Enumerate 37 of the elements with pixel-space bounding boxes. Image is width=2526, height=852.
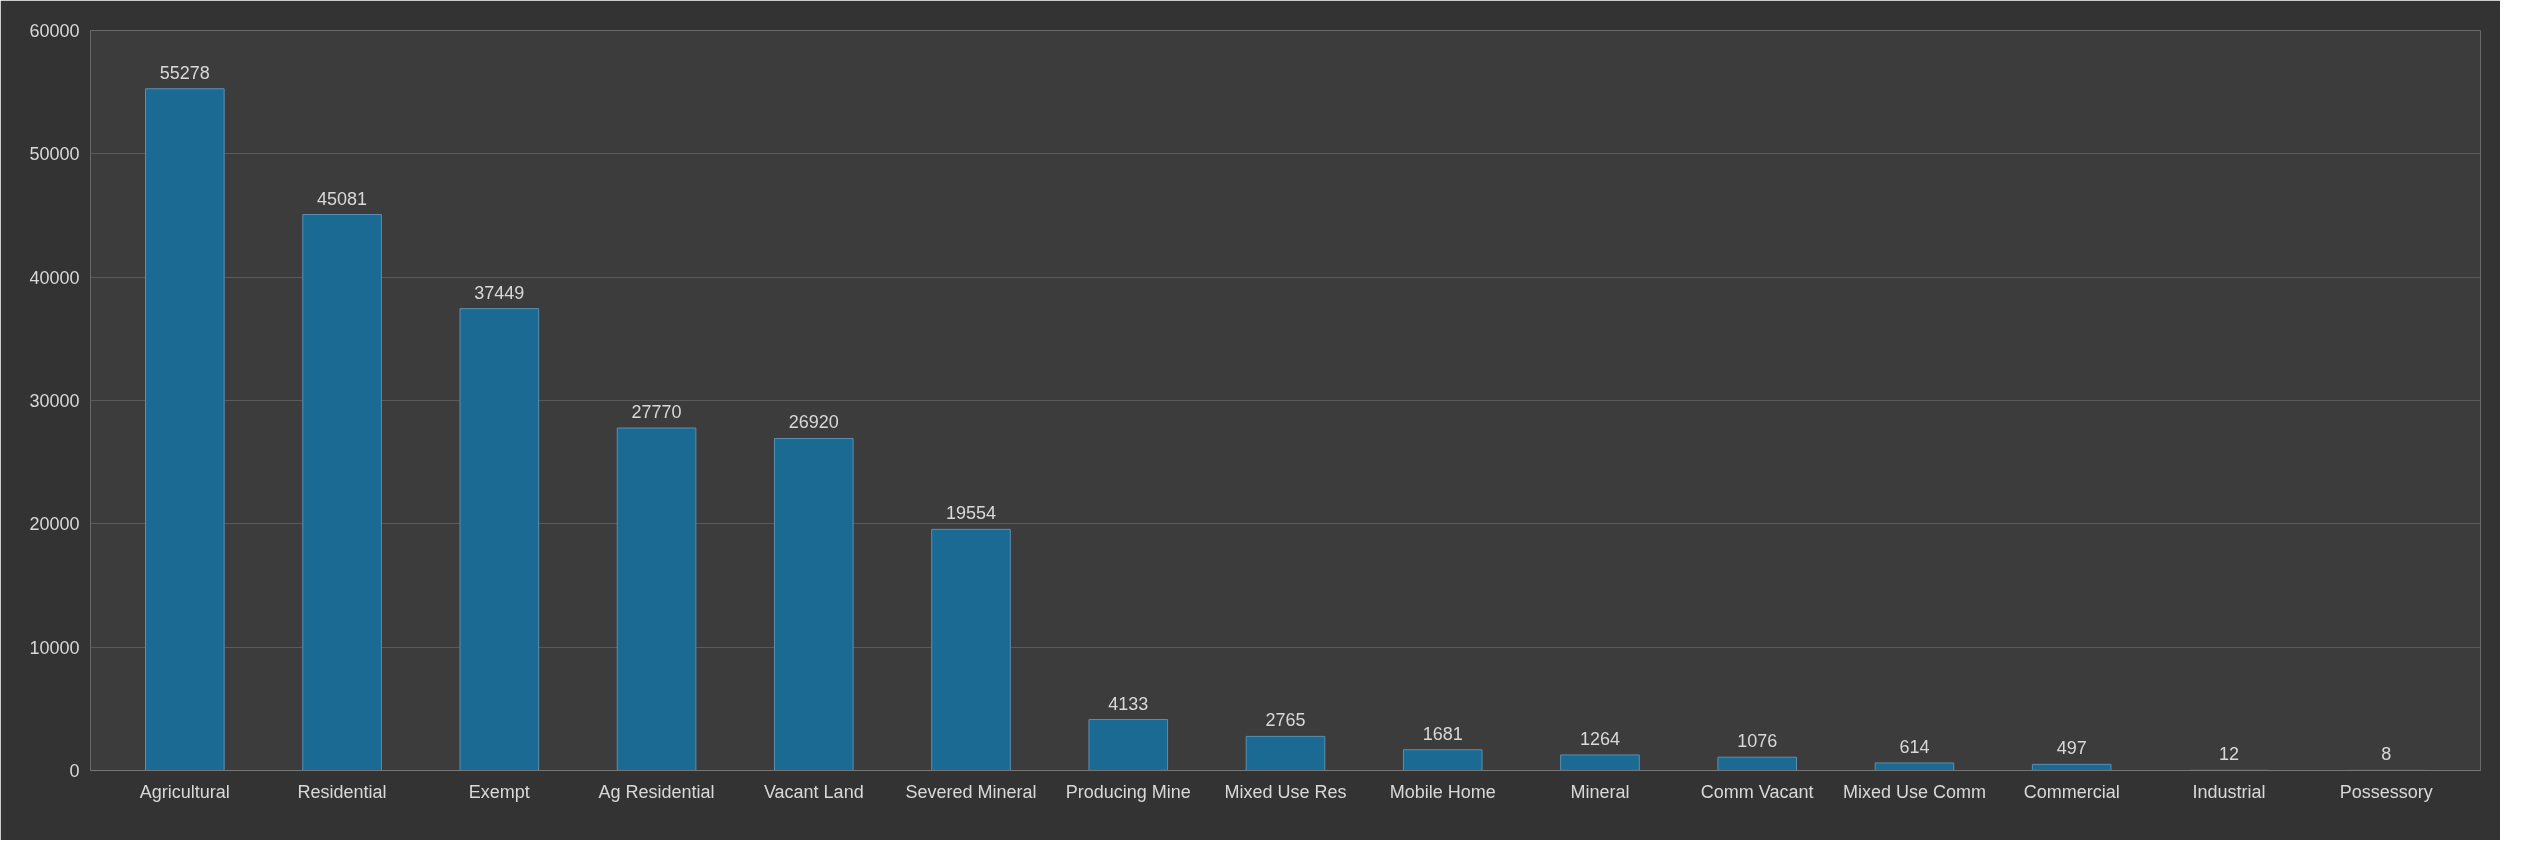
x-tick-label: Producing Mine [1065,781,1191,802]
x-tick-label: Agricultural [139,781,230,802]
x-tick-label: Mixed Use Res [1224,781,1347,802]
y-tick-label: 40000 [29,267,80,288]
x-tick-label: Mobile Home [1389,781,1496,802]
data-label: 27770 [631,402,682,422]
x-tick-label: Residential [297,781,387,802]
x-tick-label: Commercial [2023,781,2120,802]
data-label: 8 [2381,744,2392,765]
x-tick-label: Mineral [1570,781,1630,802]
data-label: 1076 [1737,731,1778,752]
data-label: 55278 [159,62,210,83]
y-tick-label: 20000 [29,514,80,535]
y-tick-label: 0 [69,761,80,781]
y-tick-label: 60000 [29,21,80,41]
y-tick-label: 50000 [29,144,80,165]
x-tick-label: Mixed Use Comm [1842,781,1986,802]
data-label: 1681 [1422,723,1463,744]
x-tick-label: Ag Residential [598,781,715,802]
y-tick-label: 30000 [29,391,80,411]
data-label: 4133 [1108,693,1149,714]
data-label: 19554 [946,503,997,524]
x-tick-label: Exempt [468,781,530,802]
data-label: 1264 [1579,728,1620,749]
data-label: 45081 [317,188,368,209]
data-label: 2765 [1265,710,1306,731]
data-label: 497 [2056,738,2087,759]
x-tick-label: Possessory [2339,781,2433,802]
x-tick-label: Comm Vacant [1700,781,1814,802]
x-tick-label: Severed Mineral [905,781,1037,802]
x-tick-label: Industrial [2192,781,2266,802]
x-tick-label: Vacant Land [763,781,864,802]
data-label: 26920 [788,412,839,433]
data-label: 12 [2218,744,2239,765]
y-tick-label: 10000 [29,637,80,658]
data-label: 37449 [474,282,525,303]
data-label: 614 [1899,736,1930,757]
